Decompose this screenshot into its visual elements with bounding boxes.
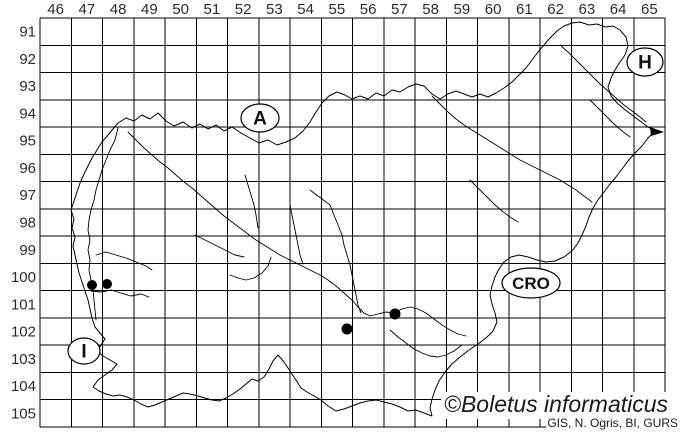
- occurrence-dot: [87, 280, 97, 290]
- row-label: 105: [11, 405, 36, 422]
- row-label: 96: [19, 160, 36, 177]
- credits: ©Boletus informaticus GIS, N. Ogris, BI,…: [441, 391, 680, 430]
- country-label-austria: A: [253, 109, 267, 130]
- column-label: 46: [47, 1, 64, 18]
- row-label: 98: [19, 215, 36, 232]
- row-label: 101: [11, 296, 36, 313]
- river-kamniska-bistrica: [289, 204, 304, 265]
- column-label: 58: [422, 1, 439, 18]
- row-label: 103: [11, 351, 36, 368]
- column-label: 56: [360, 1, 377, 18]
- column-label: 61: [516, 1, 533, 18]
- column-label: 64: [610, 1, 627, 18]
- row-label: 92: [19, 51, 36, 68]
- source-backing: [546, 414, 680, 430]
- column-label: 51: [204, 1, 221, 18]
- country-label-italy: I: [81, 342, 86, 363]
- river-mura: [559, 44, 647, 123]
- row-label: 100: [11, 269, 36, 286]
- occurrence-dot: [389, 308, 401, 320]
- river-sava: [127, 131, 467, 337]
- column-label: 59: [454, 1, 471, 18]
- country-oval-croatia: [501, 267, 561, 299]
- country-oval-austria: [240, 103, 280, 133]
- country-label-hungary: H: [638, 53, 652, 74]
- river-drava: [431, 95, 593, 203]
- country-label-croatia: CRO: [512, 274, 550, 293]
- river-dravinja: [469, 179, 519, 223]
- column-label: 57: [391, 1, 408, 18]
- column-label: 65: [641, 1, 658, 18]
- occurrence-dot: [341, 323, 353, 335]
- river-ledava: [589, 99, 631, 138]
- row-label: 91: [19, 24, 36, 41]
- copyright-text: ©Boletus informaticus: [444, 391, 669, 417]
- river-savinja-upper: [309, 189, 331, 206]
- column-labels: 46 47 48 49 50 51 52 53 54 55 56 57 58 59 60 61 62 63 64 65: [47, 1, 657, 18]
- column-label: 60: [485, 1, 502, 18]
- column-label: 62: [547, 1, 564, 18]
- country-oval-italy: [67, 337, 101, 365]
- river-kokra: [244, 174, 259, 229]
- river-ljubljanica: [229, 256, 272, 281]
- row-labels: 91 92 93 94 95 96 97 98 99 100 101 102 103 104 105: [11, 24, 36, 423]
- row-label: 93: [19, 78, 36, 95]
- country-oval-hungary: [626, 47, 664, 77]
- row-label: 97: [19, 187, 36, 204]
- river-vipava: [90, 289, 150, 298]
- row-label: 99: [19, 242, 36, 259]
- river-sora: [194, 234, 245, 258]
- utm-grid: [39, 17, 666, 428]
- river-krka: [389, 329, 463, 358]
- row-label: 102: [11, 324, 36, 341]
- occurrence-dots: [87, 279, 401, 335]
- column-label: 50: [172, 1, 189, 18]
- river-savinja: [329, 204, 362, 314]
- border-edge-arrow: [650, 127, 664, 136]
- column-label: 53: [266, 1, 283, 18]
- country-labels: A H CRO I: [67, 47, 664, 365]
- row-label: 95: [19, 133, 36, 150]
- country-border: [70, 21, 656, 417]
- map-source-text: GIS, N. Ogris, BI, GURS: [547, 416, 678, 430]
- column-label: 55: [329, 1, 346, 18]
- column-label: 54: [297, 1, 314, 18]
- column-label: 52: [235, 1, 252, 18]
- column-label: 63: [579, 1, 596, 18]
- row-label: 94: [19, 105, 36, 122]
- occurrence-dot: [102, 279, 112, 289]
- column-label: 49: [141, 1, 158, 18]
- river-idrijca: [95, 251, 153, 271]
- slovenia-outline: [70, 21, 664, 417]
- row-label: 104: [11, 378, 36, 395]
- column-label: 47: [79, 1, 96, 18]
- column-label: 48: [110, 1, 127, 18]
